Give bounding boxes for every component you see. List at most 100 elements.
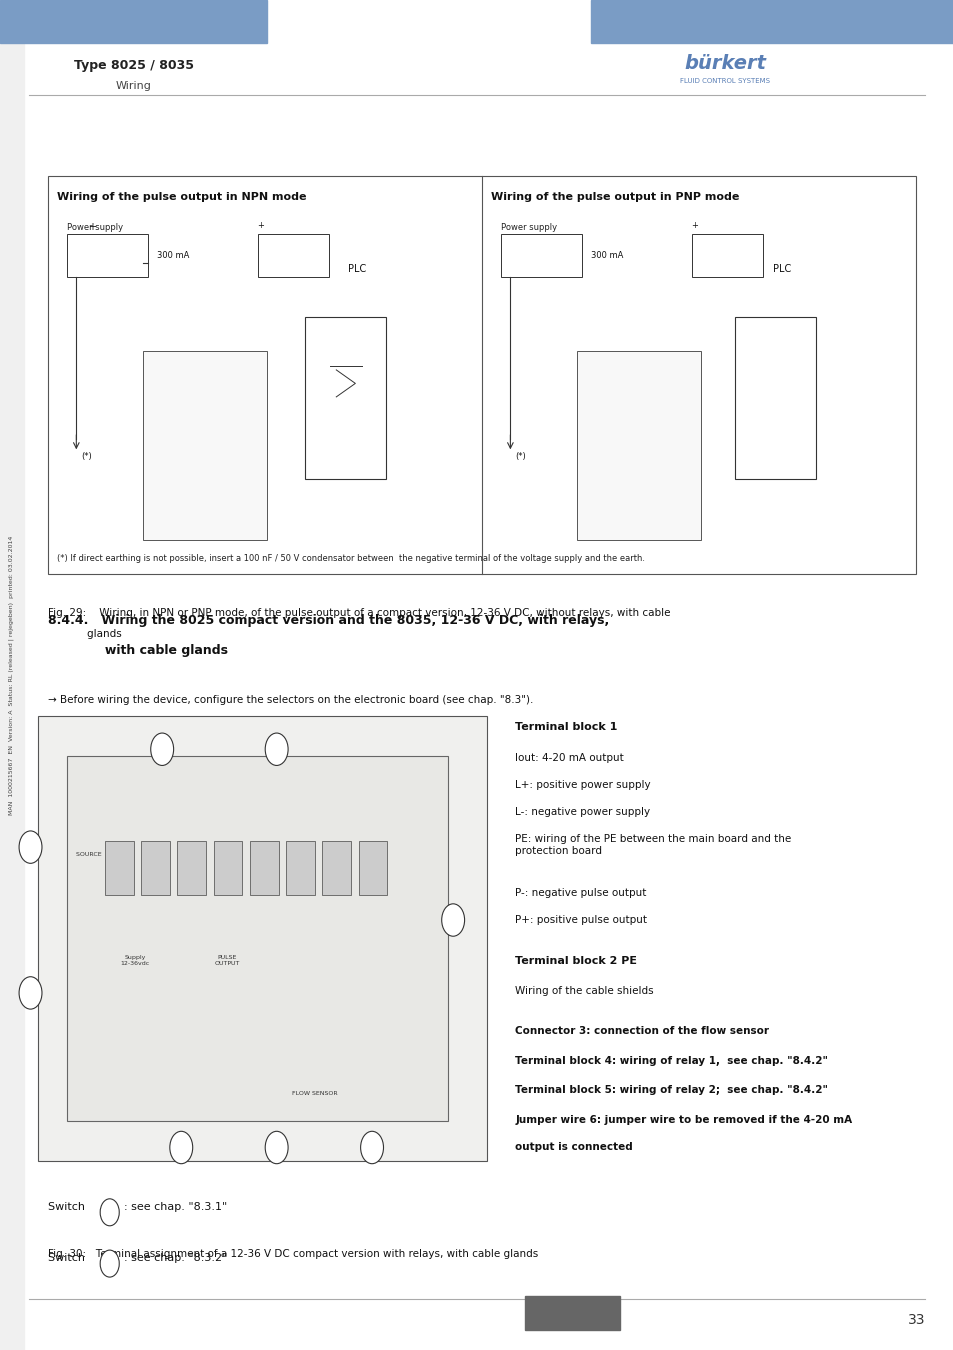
Text: Switch: Switch xyxy=(48,1253,88,1262)
Text: : see chap. "8.3.2": : see chap. "8.3.2" xyxy=(124,1253,227,1262)
Text: → Before wiring the device, configure the selectors on the electronic board (see: → Before wiring the device, configure th… xyxy=(48,695,533,705)
Text: 3: 3 xyxy=(368,1142,375,1153)
Text: L+: positive power supply: L+: positive power supply xyxy=(515,780,650,790)
Text: MAN  1000215667  EN  Version: A  Status: RL (released | rejegeben)  printed: 03.: MAN 1000215667 EN Version: A Status: RL … xyxy=(9,536,14,814)
Text: 8.4.4.   Wiring the 8025 compact version and the 8035, 12-36 V DC, with relays,: 8.4.4. Wiring the 8025 compact version a… xyxy=(48,614,608,628)
Bar xyxy=(0,0,24,1350)
Circle shape xyxy=(151,733,173,765)
Circle shape xyxy=(100,1199,119,1226)
Text: English: English xyxy=(549,1308,595,1318)
Bar xyxy=(591,0,953,43)
Bar xyxy=(524,1296,619,1330)
Bar xyxy=(257,234,329,277)
Circle shape xyxy=(100,1250,119,1277)
Bar xyxy=(500,234,581,277)
Text: Supply
12-36vdc: Supply 12-36vdc xyxy=(121,954,150,965)
Text: 300 mA: 300 mA xyxy=(591,251,623,259)
Text: 33: 33 xyxy=(907,1314,924,1327)
Bar xyxy=(250,841,278,895)
Circle shape xyxy=(360,1131,383,1164)
Circle shape xyxy=(170,1131,193,1164)
Circle shape xyxy=(19,830,42,864)
Text: 2: 2 xyxy=(273,744,280,755)
Bar xyxy=(286,841,314,895)
Text: Power supply: Power supply xyxy=(67,223,123,232)
Text: bürkert: bürkert xyxy=(683,54,765,73)
Text: 300 mA: 300 mA xyxy=(157,251,190,259)
Text: PLC: PLC xyxy=(772,263,790,274)
Bar xyxy=(48,176,915,574)
Text: Terminal block 5: wiring of relay 2;  see chap. "8.4.2": Terminal block 5: wiring of relay 2; see… xyxy=(515,1085,827,1095)
Text: 6: 6 xyxy=(27,988,34,998)
Bar xyxy=(213,841,242,895)
Text: (*) If direct earthing is not possible, insert a 100 nF / 50 V condensator betwe: (*) If direct earthing is not possible, … xyxy=(57,554,644,563)
Text: 12-36 V DC: 12-36 V DC xyxy=(519,251,562,259)
Text: Wiring of the cable shields: Wiring of the cable shields xyxy=(515,986,653,995)
Text: Wiring of the pulse output in PNP mode: Wiring of the pulse output in PNP mode xyxy=(491,192,739,201)
Bar xyxy=(691,234,762,277)
Text: Fig. 29:    Wiring, in NPN or PNP mode, of the pulse output of a compact version: Fig. 29: Wiring, in NPN or PNP mode, of … xyxy=(48,608,670,617)
Text: 5-36 V DC: 5-36 V DC xyxy=(707,251,746,259)
Bar xyxy=(322,841,351,895)
Text: output is connected: output is connected xyxy=(515,1142,632,1152)
Bar xyxy=(141,841,170,895)
Text: P+: positive pulse output: P+: positive pulse output xyxy=(515,915,646,925)
Bar xyxy=(0,0,267,43)
Bar xyxy=(105,841,133,895)
Circle shape xyxy=(19,977,42,1010)
Text: PE: wiring of the PE between the main board and the
protection board: PE: wiring of the PE between the main bo… xyxy=(515,834,791,856)
Text: Power supply: Power supply xyxy=(500,223,557,232)
Text: Wiring: Wiring xyxy=(115,81,152,90)
Text: FLOW SENSOR: FLOW SENSOR xyxy=(292,1091,337,1096)
Text: 8025
PNP: 8025 PNP xyxy=(630,508,647,521)
Bar xyxy=(177,841,206,895)
Text: PLC: PLC xyxy=(348,263,366,274)
Bar xyxy=(358,841,387,895)
Text: 8025
NPN: 8025 NPN xyxy=(196,508,213,521)
Text: PULSE
OUTPUT: PULSE OUTPUT xyxy=(214,954,239,965)
Bar xyxy=(734,317,815,479)
Text: Switch: Switch xyxy=(48,1202,88,1211)
Text: A: A xyxy=(106,1208,113,1216)
Text: Iout: 4-20 mA output: Iout: 4-20 mA output xyxy=(515,753,623,763)
Circle shape xyxy=(441,904,464,937)
Text: Wiring of the pulse output in NPN mode: Wiring of the pulse output in NPN mode xyxy=(57,192,307,201)
Text: B: B xyxy=(106,1260,113,1268)
Text: L-: negative power supply: L-: negative power supply xyxy=(515,807,650,817)
Text: -: - xyxy=(112,266,115,275)
Text: Type 8025 / 8035: Type 8025 / 8035 xyxy=(73,59,193,73)
Bar xyxy=(305,317,386,479)
Text: 5: 5 xyxy=(177,1142,185,1153)
Text: +: + xyxy=(89,223,96,232)
Text: Connector 3: connection of the flow sensor: Connector 3: connection of the flow sens… xyxy=(515,1026,768,1035)
Text: +: + xyxy=(257,220,264,230)
Text: : see chap. "8.3.1": : see chap. "8.3.1" xyxy=(124,1202,227,1211)
Text: glands: glands xyxy=(48,629,121,639)
Text: 4: 4 xyxy=(273,1142,280,1153)
Circle shape xyxy=(265,1131,288,1164)
Text: FLUID CONTROL SYSTEMS: FLUID CONTROL SYSTEMS xyxy=(679,78,769,84)
Bar xyxy=(143,351,267,540)
Bar xyxy=(577,351,700,540)
Text: Jumper wire 6: jumper wire to be removed if the 4-20 mA: Jumper wire 6: jumper wire to be removed… xyxy=(515,1115,851,1125)
Text: 1: 1 xyxy=(158,744,166,755)
Text: with cable glands: with cable glands xyxy=(48,644,228,657)
Text: Terminal block 4: wiring of relay 1,  see chap. "8.4.2": Terminal block 4: wiring of relay 1, see… xyxy=(515,1056,827,1065)
Text: A: A xyxy=(449,915,456,925)
Bar xyxy=(67,756,448,1120)
Circle shape xyxy=(265,733,288,765)
Text: 5-36 V DC: 5-36 V DC xyxy=(274,251,313,259)
Text: Terminal block 1: Terminal block 1 xyxy=(515,722,617,732)
Text: Terminal block 2 PE: Terminal block 2 PE xyxy=(515,956,637,965)
Text: P-: negative pulse output: P-: negative pulse output xyxy=(515,888,646,898)
Bar xyxy=(67,234,148,277)
Text: +: + xyxy=(691,220,698,230)
Text: 12-36 V DC: 12-36 V DC xyxy=(86,251,129,259)
Text: B: B xyxy=(27,842,34,852)
Text: PE: PE xyxy=(375,850,384,859)
Bar xyxy=(38,716,486,1161)
Text: (*): (*) xyxy=(515,452,525,462)
Text: SOURCE  SINK: SOURCE SINK xyxy=(76,852,120,857)
Text: (*): (*) xyxy=(81,452,91,462)
Text: Fig. 30:   Terminal assignment of a 12-36 V DC compact version with relays, with: Fig. 30: Terminal assignment of a 12-36 … xyxy=(48,1249,537,1258)
